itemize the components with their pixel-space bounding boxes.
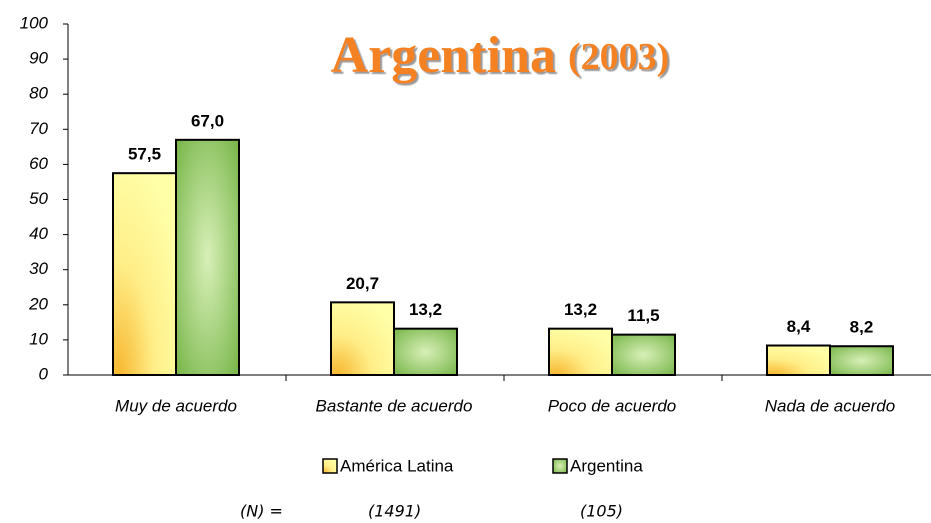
- value-label: 13,2: [564, 300, 597, 319]
- y-tick-label: 80: [29, 84, 48, 103]
- plot: 0 10 20 30 40 50 60 70 80 90 100 Muy de acuerdo 57,5…: [20, 13, 931, 415]
- value-label: 57,5: [128, 145, 161, 164]
- y-tick-label: 90: [29, 49, 48, 68]
- y-tick-label: 60: [29, 154, 48, 173]
- bar: [175, 138, 240, 376]
- value-label: 20,7: [346, 274, 379, 293]
- value-label: 8,4: [787, 317, 811, 336]
- note: (105): [580, 502, 623, 521]
- bar: [112, 172, 177, 376]
- x-tick-label: Poco de acuerdo: [548, 396, 677, 415]
- value-label: 11,5: [627, 306, 659, 325]
- bar: [393, 327, 458, 376]
- value-label: 67,0: [191, 111, 224, 130]
- bar: [766, 344, 831, 376]
- title-main: Argentina: [331, 27, 556, 84]
- bar: [829, 345, 894, 376]
- legend-label: América Latina: [340, 456, 454, 475]
- bar: [548, 327, 613, 376]
- y-tick-label: 20: [28, 294, 48, 313]
- bar: [611, 333, 676, 377]
- x-tick-label: Muy de acuerdo: [115, 396, 237, 415]
- note: (N) =: [240, 502, 283, 521]
- bar: [330, 301, 395, 376]
- legend-swatch: [322, 458, 338, 474]
- y-tick-label: 70: [29, 119, 48, 138]
- title-year: (2003): [568, 36, 669, 78]
- y-tick-label: 10: [29, 329, 48, 348]
- y-tick-label: 40: [29, 224, 48, 243]
- chart-title: Argentina (2003): [331, 27, 670, 84]
- legend-swatch: [552, 458, 568, 474]
- y-tick-label: 0: [39, 364, 49, 383]
- y-tick-label: 50: [29, 189, 48, 208]
- y-tick-label: 30: [29, 259, 48, 278]
- y-tick-label: 100: [20, 13, 49, 32]
- value-label: 13,2: [409, 300, 442, 319]
- x-tick-label: Nada de acuerdo: [765, 396, 895, 415]
- x-tick-label: Bastante de acuerdo: [316, 396, 473, 415]
- note: (1491): [368, 502, 421, 521]
- value-label: 8,2: [850, 318, 874, 337]
- legend-label: Argentina: [570, 456, 643, 475]
